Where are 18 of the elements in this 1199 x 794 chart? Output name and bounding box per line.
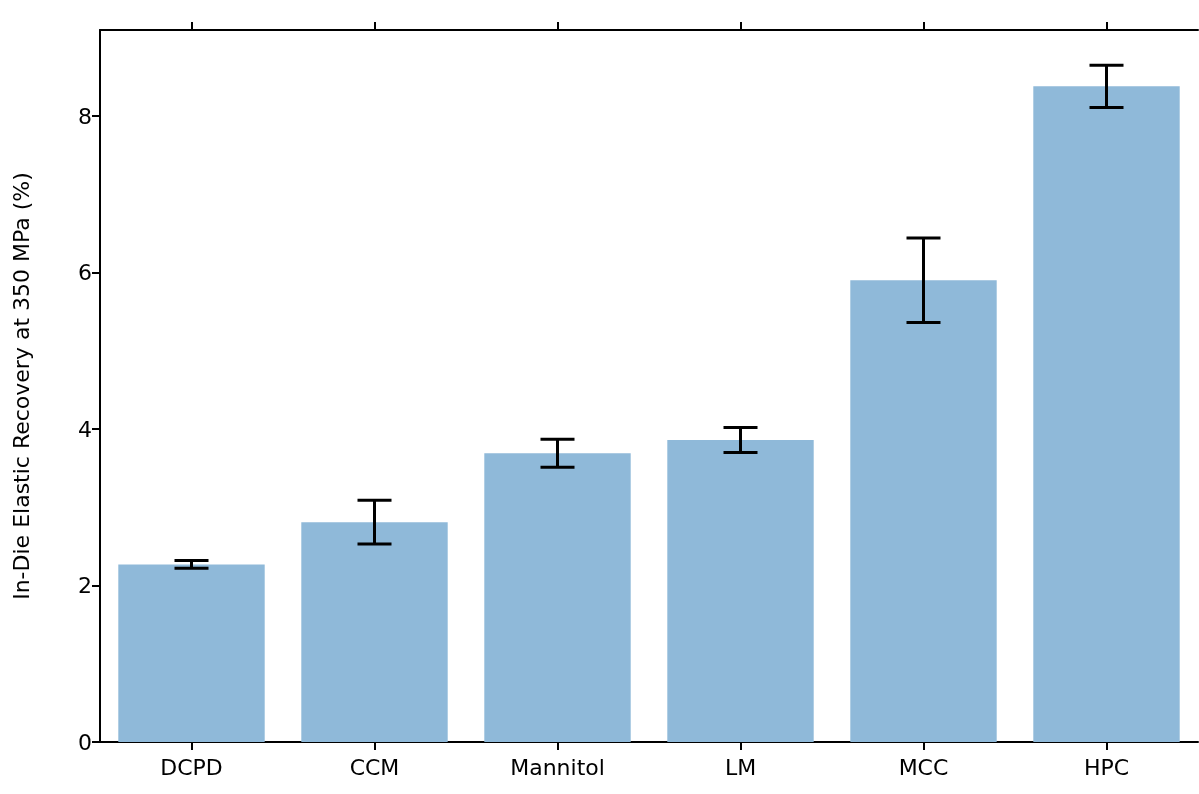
x-tick-label: MCC <box>898 754 949 780</box>
x-tick-label: CCM <box>349 754 400 780</box>
bar <box>484 453 631 742</box>
y-tick-label: 6 <box>78 260 92 286</box>
x-tick-label: HPC <box>1083 754 1130 780</box>
y-tick-label: 2 <box>78 573 92 599</box>
y-tick-label: 0 <box>78 729 92 755</box>
x-tick-label: DCPD <box>160 754 223 780</box>
y-axis-title: In-Die Elastic Recovery at 350 MPa (%) <box>8 172 34 600</box>
bar <box>850 280 997 742</box>
y-tick-label: 4 <box>78 416 92 442</box>
bar <box>667 439 814 742</box>
bar <box>301 522 448 742</box>
bar <box>1033 86 1180 742</box>
y-tick-label: 8 <box>78 103 92 129</box>
bar <box>118 564 265 742</box>
x-tick-label: LM <box>724 754 757 780</box>
x-tick-label: Mannitol <box>510 754 605 780</box>
